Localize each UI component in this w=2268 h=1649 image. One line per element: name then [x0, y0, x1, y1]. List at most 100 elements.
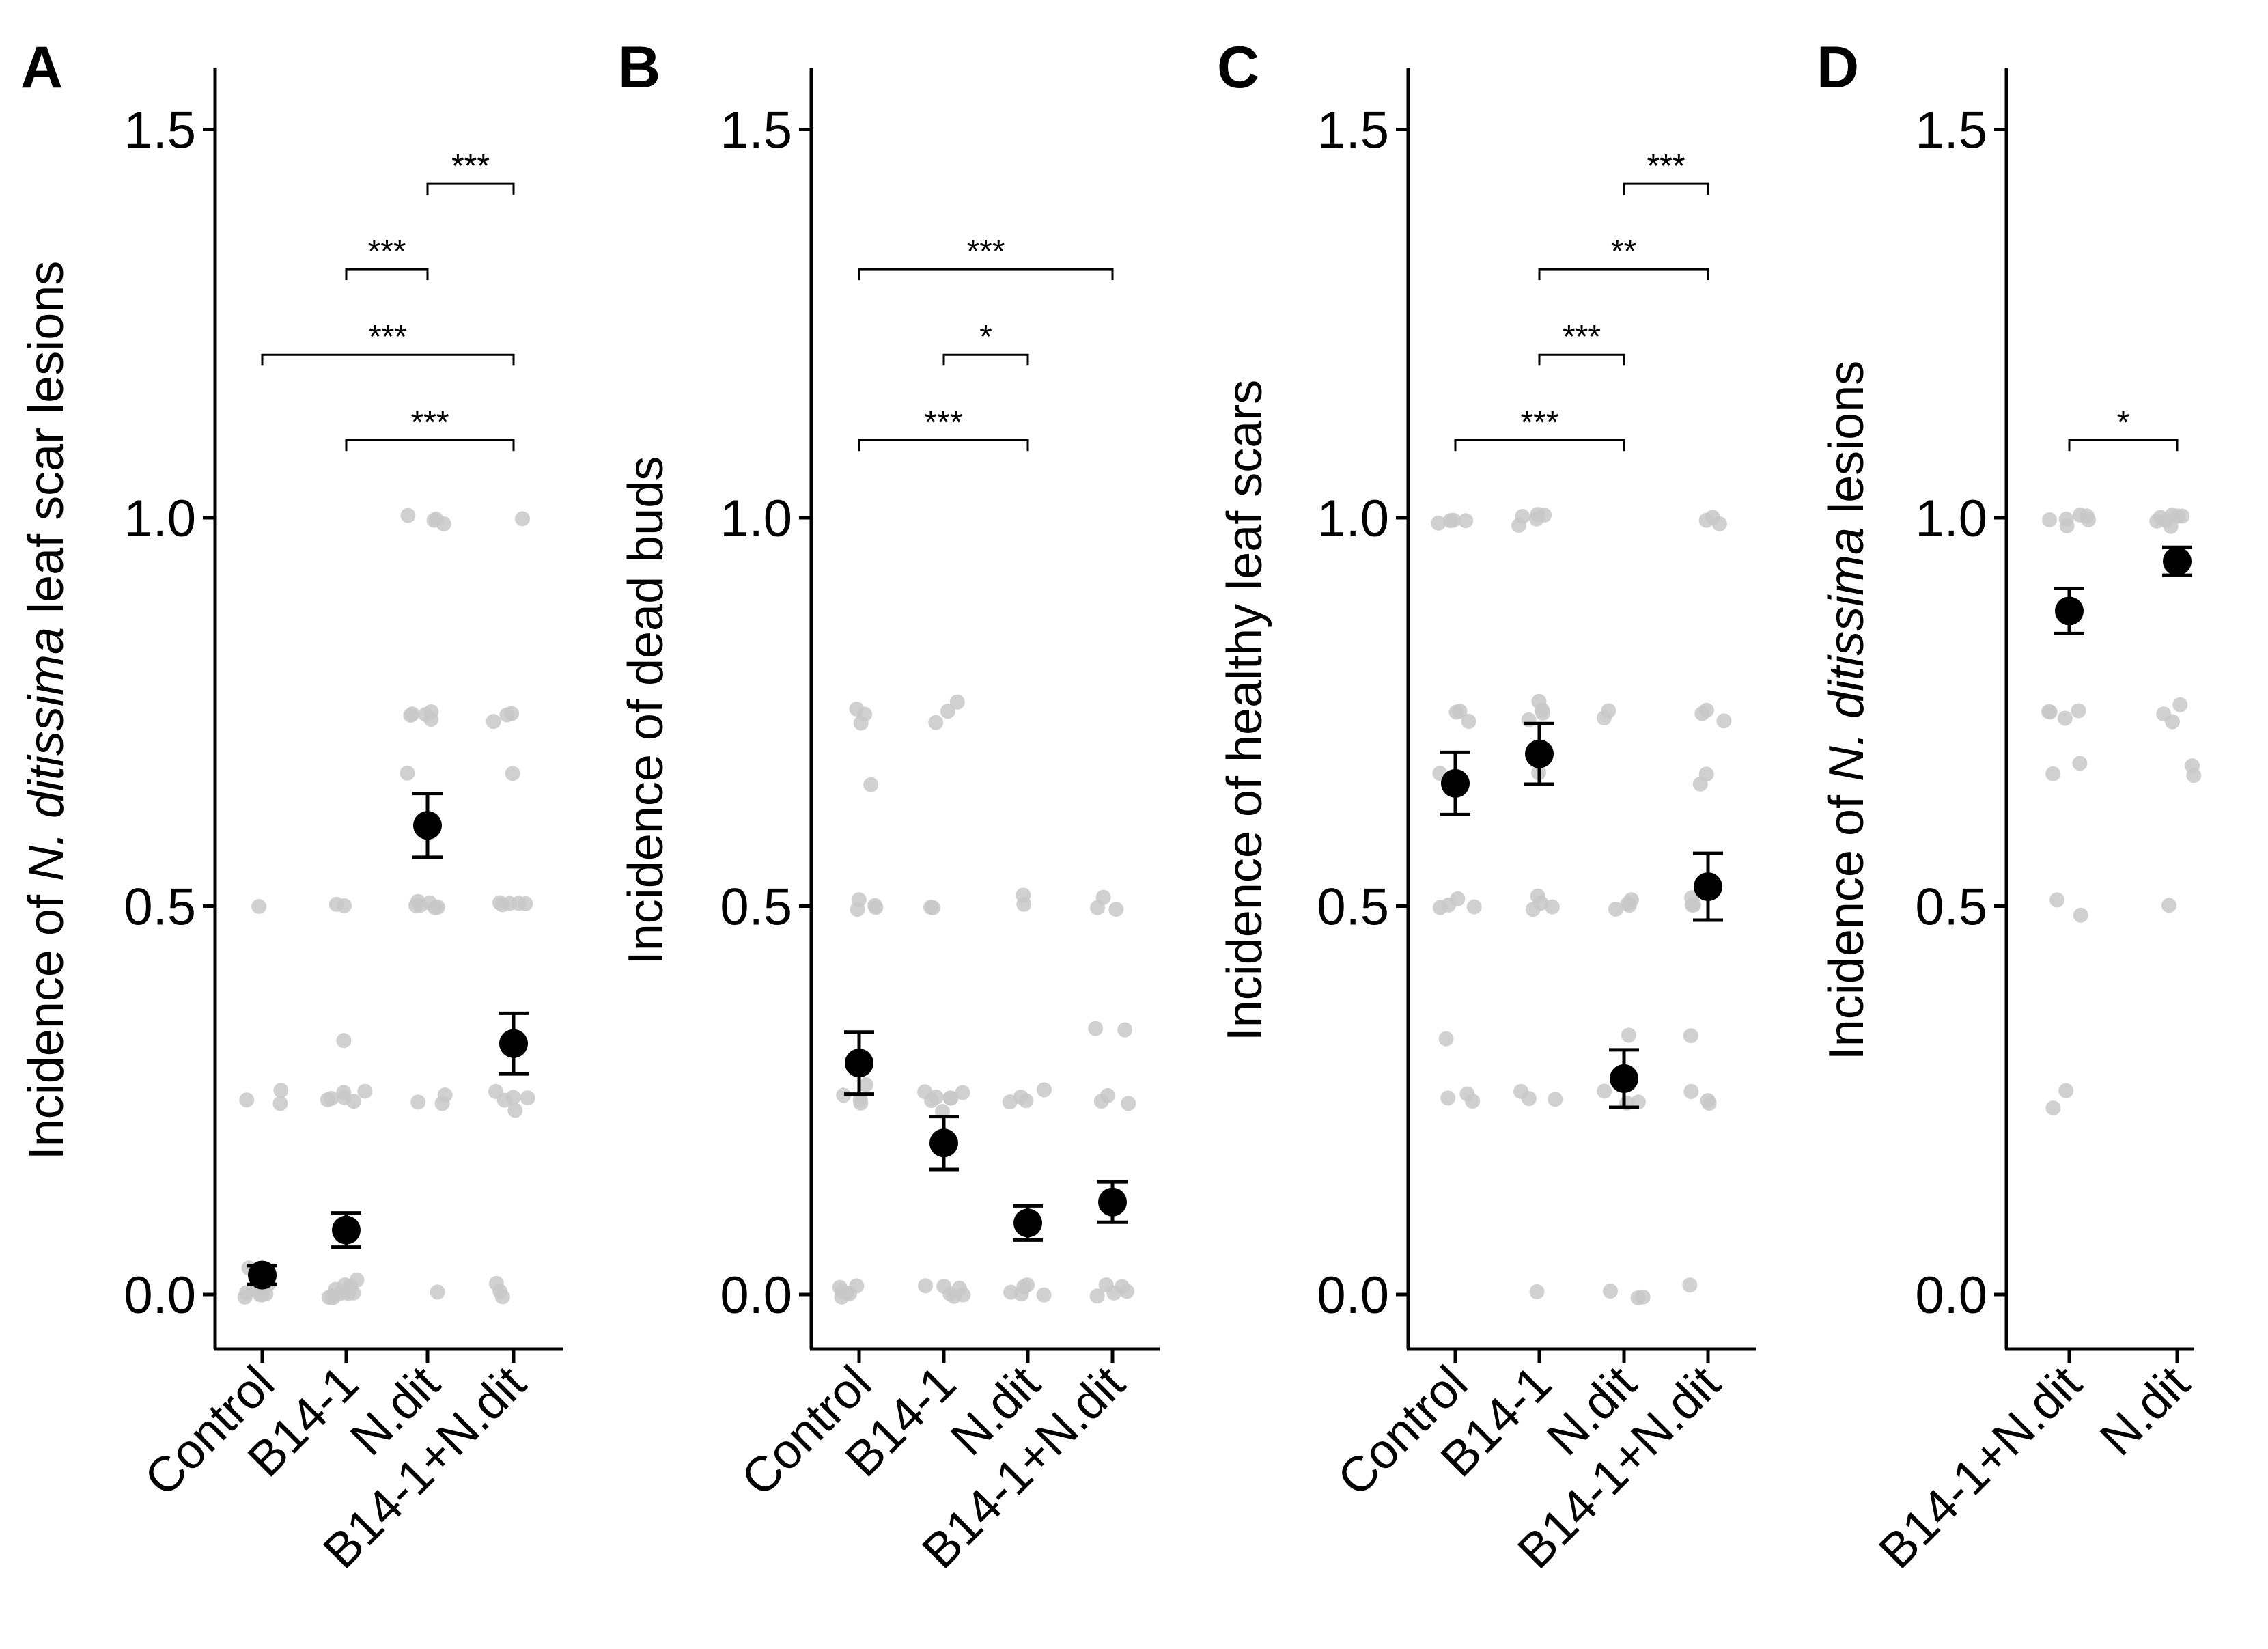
significance-bracket: [1623, 182, 1709, 195]
raw-point: [1528, 511, 1544, 527]
raw-point: [1036, 1287, 1052, 1303]
raw-point: [1100, 1087, 1115, 1103]
raw-point: [1716, 713, 1732, 729]
raw-point: [1121, 1096, 1136, 1111]
raw-point: [2156, 706, 2172, 722]
y-tick-label: 0.0: [1317, 1266, 1389, 1325]
raw-point: [428, 900, 443, 915]
raw-point: [863, 777, 879, 792]
y-axis-title-part: Incidence of: [19, 881, 74, 1160]
raw-point: [2072, 756, 2088, 771]
raw-point: [849, 1278, 865, 1294]
raw-point: [1513, 1083, 1529, 1099]
y-tick-label: 0.0: [124, 1266, 196, 1325]
raw-point: [336, 1085, 352, 1100]
raw-point: [1037, 1082, 1052, 1098]
x-category-label: B14-1+N.dit: [1868, 1356, 2092, 1579]
y-axis-title-part: lesions: [1819, 361, 1874, 527]
raw-point: [410, 893, 426, 909]
y-tick-label: 0.0: [720, 1266, 792, 1325]
raw-point: [423, 704, 439, 719]
raw-point: [2073, 907, 2088, 923]
mean-point: [1610, 1064, 1638, 1093]
raw-point: [1515, 509, 1530, 525]
significance-bracket: [345, 268, 429, 281]
raw-point: [488, 1083, 503, 1099]
mean-point: [1525, 739, 1554, 768]
raw-point: [488, 1275, 504, 1291]
raw-point: [1684, 890, 1700, 906]
raw-point: [320, 1092, 335, 1107]
mean-point: [1441, 768, 1470, 798]
significance-bracket: [426, 182, 515, 195]
raw-point: [2174, 508, 2190, 524]
y-axis-title: Incidence of healthy leaf scars: [1218, 380, 1272, 1042]
raw-point: [2159, 513, 2174, 529]
significance-bracket: [1454, 439, 1625, 452]
raw-point: [272, 1096, 288, 1111]
raw-point: [1466, 899, 1482, 915]
mean-point: [929, 1128, 958, 1158]
significance-label: *: [2117, 404, 2130, 441]
raw-point: [951, 1280, 967, 1296]
panel-b-letter: B: [618, 35, 660, 100]
y-axis-title: Incidence of N. ditissima lesions: [1819, 361, 1874, 1060]
y-tick-label: 1.5: [1317, 102, 1389, 160]
raw-point: [1531, 693, 1547, 709]
raw-point: [1630, 1290, 1646, 1305]
raw-point: [426, 512, 442, 528]
raw-point: [851, 892, 867, 908]
raw-point: [1683, 1083, 1699, 1099]
mean-point: [845, 1049, 873, 1078]
y-tick-label: 1.5: [1915, 102, 1987, 160]
raw-point: [1098, 1277, 1114, 1292]
panel-a-letter: A: [20, 35, 63, 100]
raw-point: [1530, 888, 1545, 904]
raw-point: [499, 707, 515, 723]
raw-point: [1018, 1093, 1034, 1109]
y-axis-title: Incidence of N. ditissima leaf scar lesi…: [19, 261, 74, 1161]
raw-point: [1440, 1090, 1456, 1106]
y-tick-label: 0.5: [1317, 878, 1389, 937]
y-tick-label: 1.0: [124, 490, 196, 548]
raw-point: [507, 1103, 523, 1118]
panel-a: A 0.00.51.01.5ControlB14-1N.ditB14-1+N.d…: [19, 35, 563, 1579]
raw-point: [437, 1087, 453, 1103]
mean-point: [499, 1029, 528, 1058]
y-tick-label: 1.0: [720, 490, 792, 548]
significance-label: ***: [367, 234, 406, 270]
raw-point: [852, 1092, 868, 1107]
significance-label: ***: [924, 404, 962, 441]
raw-point: [1597, 1083, 1612, 1099]
raw-point: [505, 766, 520, 781]
raw-points-group: [1431, 507, 1732, 1305]
raw-point: [404, 706, 420, 722]
raw-point: [918, 1278, 934, 1294]
raw-point: [1701, 1096, 1717, 1111]
raw-point: [925, 900, 940, 915]
raw-point: [1088, 1021, 1104, 1036]
raw-point: [1445, 512, 1461, 528]
raw-point: [1016, 1279, 1032, 1294]
significance-label: ***: [966, 234, 1005, 270]
raw-point: [1601, 703, 1616, 719]
raw-point: [1608, 901, 1623, 917]
raw-point: [928, 1089, 944, 1105]
mean-point: [1098, 1187, 1127, 1217]
raw-point: [1621, 1027, 1636, 1043]
raw-point: [336, 1033, 352, 1049]
raw-point: [1698, 702, 1714, 718]
raw-point: [1529, 1284, 1545, 1299]
raw-point: [2042, 704, 2058, 720]
y-tick-label: 0.5: [1915, 878, 1987, 937]
mean-point: [2055, 596, 2084, 626]
significance-bracket: [1538, 268, 1709, 281]
y-tick-label: 1.5: [124, 102, 196, 160]
raw-point: [502, 896, 518, 911]
raw-point: [2161, 898, 2177, 913]
y-axis-title-part: leaf scar lesions: [19, 261, 74, 627]
y-tick-label: 1.5: [720, 102, 792, 160]
raw-point: [1623, 892, 1639, 908]
raw-point: [1548, 1092, 1563, 1107]
